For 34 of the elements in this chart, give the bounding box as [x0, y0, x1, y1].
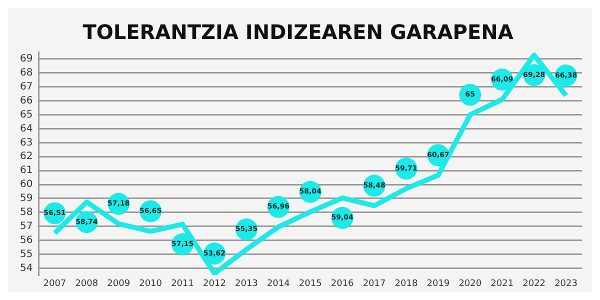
x-tick-label: 2007 — [43, 278, 66, 289]
x-tick-label: 2011 — [171, 278, 194, 289]
y-tick-label: 69 — [20, 54, 33, 65]
y-tick-label: 61 — [20, 165, 33, 176]
y-tick-label: 66 — [20, 95, 33, 106]
x-tick-label: 2020 — [458, 278, 482, 289]
x-tick-label: 2016 — [330, 278, 354, 289]
y-tick-label: 68 — [20, 68, 33, 79]
y-tick-label: 55 — [20, 248, 33, 260]
x-tick-label: 2018 — [394, 278, 418, 289]
y-tick-label: 65 — [20, 109, 33, 120]
y-tick-label: 67 — [20, 81, 33, 92]
x-tick-label: 2008 — [75, 278, 98, 289]
y-tick-label: 59 — [20, 193, 33, 204]
y-tick-label: 56 — [20, 234, 33, 246]
x-tick-label: 2010 — [139, 278, 162, 289]
x-tick-label: 2022 — [522, 278, 546, 289]
y-tick-label: 54 — [20, 262, 33, 274]
chart-title: TOLERANTZIA INDIZEAREN GARAPENA — [82, 20, 514, 44]
y-tick-label: 63 — [20, 137, 33, 148]
y-tick-label: 64 — [20, 123, 33, 134]
x-tick-label: 2015 — [298, 278, 322, 289]
x-tick-label: 2014 — [266, 278, 290, 289]
x-tick-label: 2012 — [203, 278, 226, 289]
x-tick-label: 2017 — [362, 278, 386, 289]
x-tick-label: 2023 — [554, 278, 578, 289]
y-tick-label: 57 — [20, 220, 33, 232]
y-tick-label: 58 — [20, 207, 33, 218]
y-tick-label: 62 — [20, 151, 33, 162]
x-tick-label: 2021 — [490, 278, 514, 289]
x-tick-label: 2009 — [107, 278, 130, 289]
x-tick-label: 2019 — [426, 278, 450, 289]
y-tick-label: 60 — [20, 179, 33, 190]
x-tick-label: 2013 — [234, 278, 258, 289]
